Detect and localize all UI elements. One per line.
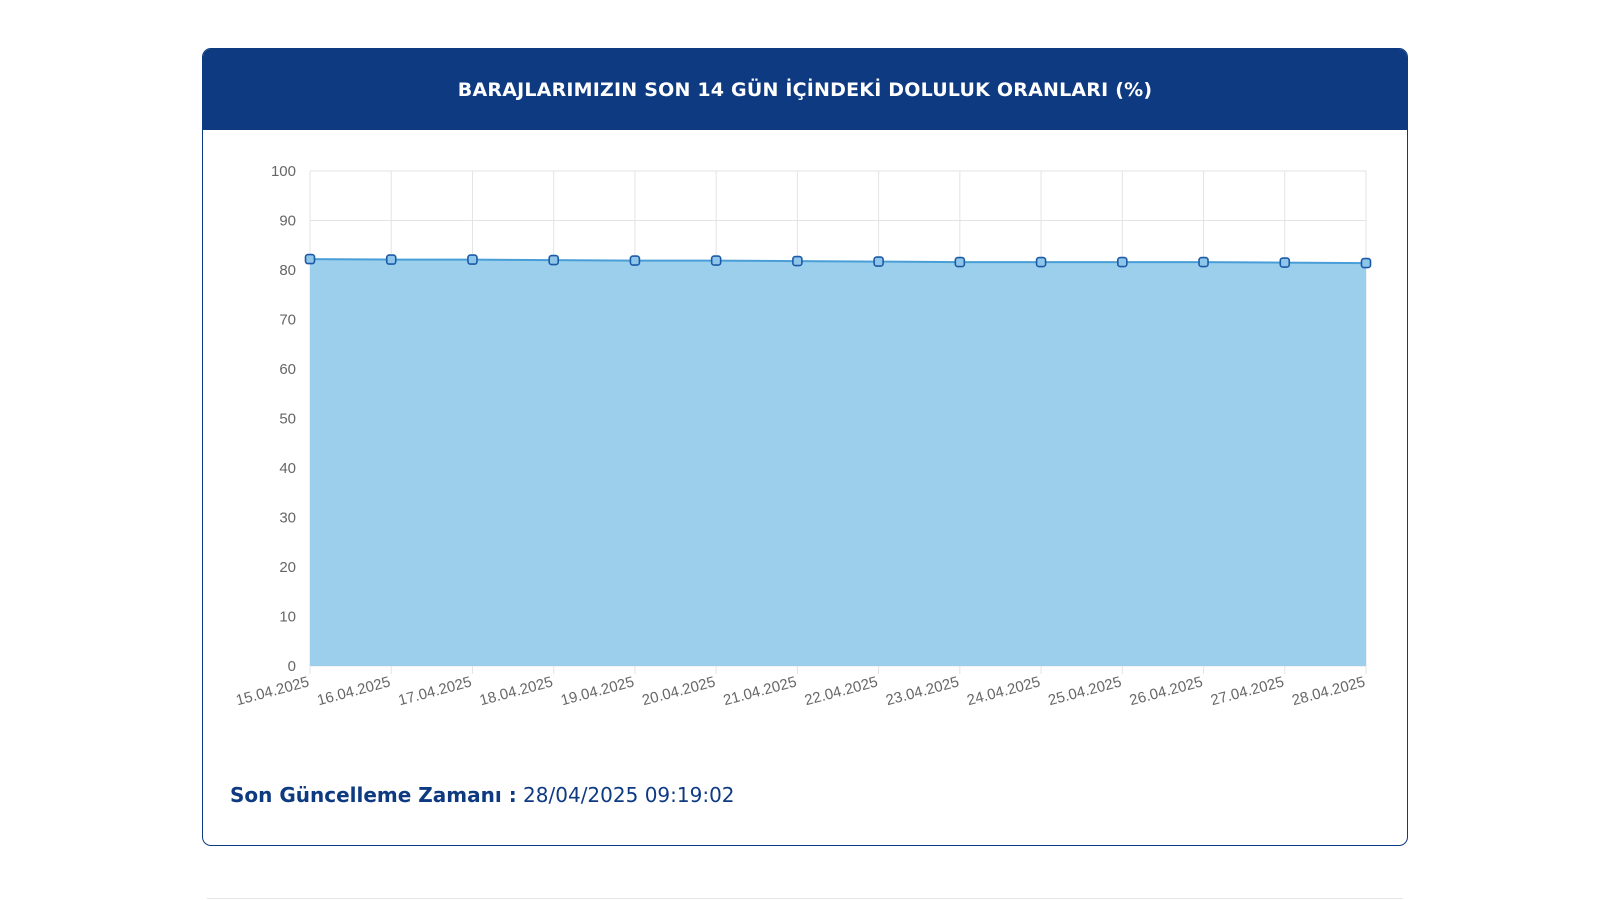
data-point[interactable] [710,255,722,266]
x-tick-label: 21.04.2025 [722,673,799,709]
x-tick-label: 20.04.2025 [640,673,717,709]
x-tick-label: 17.04.2025 [397,673,474,709]
series-area [310,259,1366,666]
data-point[interactable] [548,254,559,266]
y-tick-label: 0 [288,658,296,675]
y-tick-label: 60 [279,361,296,378]
x-tick-label: 27.04.2025 [1209,673,1286,709]
y-tick-label: 20 [279,559,296,576]
chart-area-layer [309,258,1367,666]
y-tick-label: 100 [271,163,296,180]
last-update-label: Son Güncelleme Zamanı : [230,783,517,807]
data-point[interactable] [873,256,884,267]
data-point[interactable] [385,254,397,265]
x-tick-label: 18.04.2025 [478,673,555,709]
y-axis: 0 10 20 30 40 50 60 70 80 90 100 [271,163,296,675]
data-point[interactable] [954,256,966,268]
y-tick-label: 80 [279,262,296,279]
data-point[interactable] [629,255,641,266]
x-tick-label: 22.04.2025 [803,673,880,709]
x-tick-label: 26.04.2025 [1128,673,1205,709]
last-update-value: 28/04/2025 09:19:02 [516,783,735,807]
data-point[interactable] [1198,256,1209,268]
y-tick-label: 70 [279,312,296,329]
x-tick-label: 25.04.2025 [1046,673,1123,709]
data-point[interactable] [1035,256,1047,268]
y-tick-label: 30 [279,510,296,527]
data-point[interactable] [304,253,316,265]
y-tick-label: 50 [279,411,296,428]
x-tick-label: 19.04.2025 [559,673,636,709]
data-point[interactable] [792,255,803,267]
x-tick-label: 23.04.2025 [884,673,961,709]
x-tick-label: 24.04.2025 [965,673,1042,709]
card-header: BARAJLARIMIZIN SON 14 GÜN İÇİNDEKİ DOLUL… [203,49,1407,130]
last-update: Son Güncelleme Zamanı : 28/04/2025 09:19… [230,783,735,807]
x-tick-label: 16.04.2025 [315,673,392,709]
data-point[interactable] [1360,257,1372,269]
x-axis: 15.04.2025 16.04.2025 17.04.2025 18.04.2025… [234,673,1367,709]
y-tick-label: 40 [279,460,296,477]
chart-title: BARAJLARIMIZIN SON 14 GÜN İÇİNDEKİ DOLUL… [457,78,1153,101]
chart-markers [304,253,1372,269]
x-tick-label: 28.04.2025 [1290,673,1367,709]
data-point[interactable] [467,254,478,265]
x-tick-label: 15.04.2025 [234,673,311,709]
series-line [309,258,1367,265]
section-divider [207,898,1403,899]
y-tick-label: 90 [279,213,296,230]
data-point[interactable] [1279,257,1291,268]
data-point[interactable] [1117,256,1128,268]
y-tick-label: 10 [279,609,296,626]
